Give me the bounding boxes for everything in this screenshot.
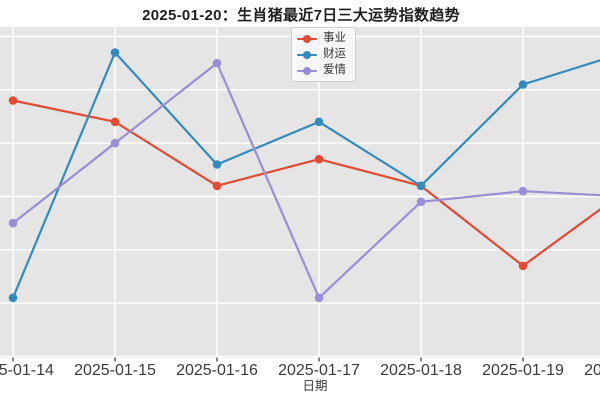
data-point-marker [518, 186, 528, 196]
data-point-marker [314, 154, 324, 164]
data-point-marker [314, 293, 324, 303]
legend-entry: 爱情 [297, 64, 346, 77]
data-point-marker [314, 117, 324, 127]
legend-label: 事业 [323, 32, 346, 44]
x-tick-label: 2025-01-14 [0, 362, 54, 379]
x-tick-label: 2025-01-20 [584, 362, 600, 379]
x-tick-label: 2025-01-16 [176, 362, 258, 379]
data-point-marker [212, 160, 222, 169]
legend-entry: 财运 [297, 48, 346, 61]
data-point-marker [416, 181, 426, 191]
x-axis-title: 日期 [302, 379, 327, 393]
data-point-marker [212, 181, 222, 191]
data-point-marker [110, 138, 120, 148]
chart-legend: 事业 财运 爱情 [291, 27, 356, 82]
data-point-marker [518, 80, 528, 89]
data-point-marker [110, 48, 120, 57]
chart-title: 2025-01-20：生肖猪最近7日三大运势指数趋势 [142, 7, 460, 24]
data-point-marker [8, 293, 18, 303]
legend-label: 爱情 [323, 64, 346, 76]
x-tick-label: 2025-01-19 [482, 362, 564, 379]
data-point-marker [8, 96, 18, 105]
data-point-marker [110, 117, 120, 127]
data-point-marker [518, 261, 528, 271]
data-point-marker [8, 218, 18, 228]
x-tick-label: 2025-01-17 [278, 362, 360, 379]
legend-label: 财运 [323, 48, 346, 60]
plot-panel [0, 27, 600, 358]
legend-line-dot-icon [297, 50, 317, 59]
data-point-marker [212, 58, 222, 68]
x-tick-label: 2025-01-18 [380, 362, 462, 379]
legend-entry: 事业 [297, 32, 346, 45]
legend-line-dot-icon [297, 66, 317, 75]
legend-line-dot-icon [297, 34, 317, 43]
data-point-marker [416, 197, 426, 207]
x-tick-label: 2025-01-15 [74, 362, 156, 379]
